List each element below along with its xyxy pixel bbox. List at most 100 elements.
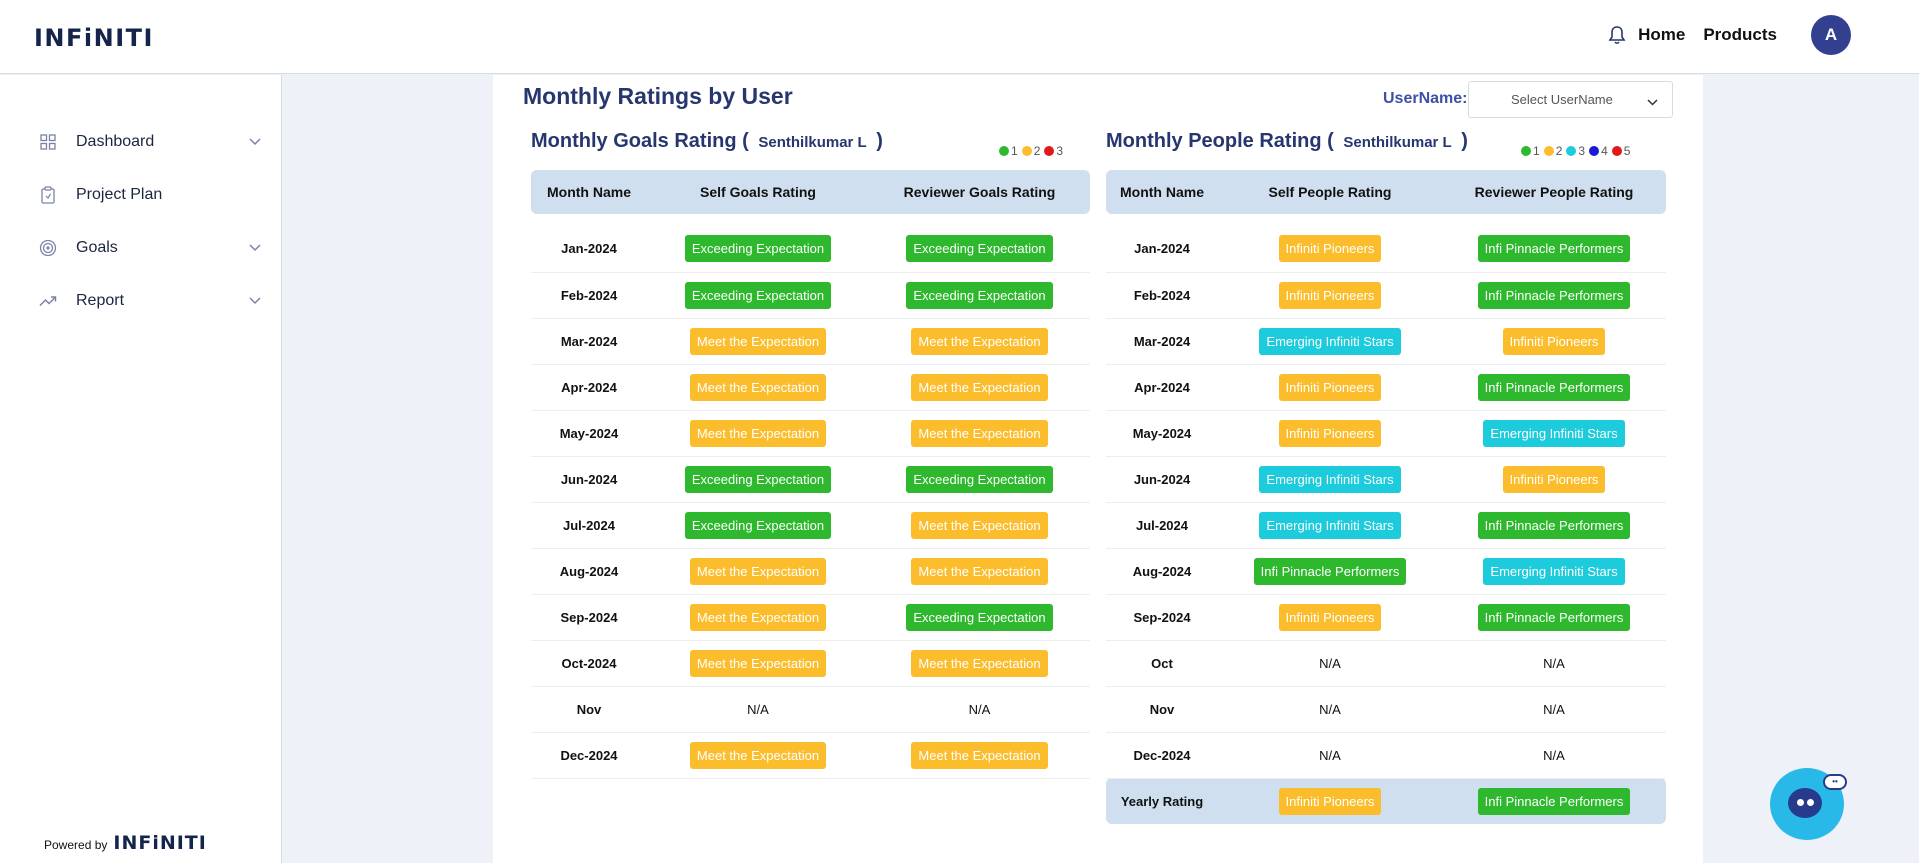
month-name: Jan-2024 [1134,241,1190,257]
table-row: Feb-2024 Exceeding Expectation Exceeding E… [531,272,1090,318]
rating-cell: Meet the Expectation [647,640,869,686]
sidebar-item-label: Dashboard [76,133,155,150]
month-name: Dec-2024 [1133,747,1191,763]
rating-cell: Meet the Expectation [869,364,1090,410]
app-logo[interactable]: INFiNITI [34,24,154,52]
sidebar-item-project-plan[interactable]: Project Plan [0,175,282,215]
month-name: Aug-2024 [559,563,619,579]
people-panel-title: Monthly People Rating ( Senthilkumar L ) [1106,130,1468,153]
goals-user-name: Senthilkumar L [758,134,867,151]
rating-badge: Exceeding Expectation [906,235,1053,263]
goals-legend: 1 2 3 [995,144,1063,158]
notification-bell-icon[interactable] [1606,24,1628,46]
rating-cell: Meet the Expectation [869,732,1090,778]
rating-cell: Emerging Infiniti Stars [1218,456,1442,502]
month-name: Nov [576,701,602,717]
chevron-down-icon[interactable] [248,241,262,255]
rating-badge: Meet the Expectation [689,327,827,355]
rating-badge: Infiniti Pioneers [1278,419,1382,447]
goals-title-open-paren: ( [742,130,749,152]
table-row: Dec-2024 N/A N/A [1106,732,1666,778]
rating-badge: Meet the Expectation [689,419,827,447]
legend-dot [1521,146,1531,156]
table-row: Apr-2024 Meet the Expectation Meet the Exp… [531,364,1090,410]
rating-badge: Emerging Infiniti Stars [1483,419,1625,447]
rating-badge: Exceeding Expectation [906,281,1053,309]
month-name: Jun-2024 [560,471,618,487]
rating-badge: Exceeding Expectation [684,235,832,263]
legend-dot [1021,146,1032,156]
chatbot-button[interactable]: •• [1770,768,1847,840]
chevron-down-icon [1647,94,1658,109]
month-name: Sep-2024 [1133,609,1191,625]
sidebar-item-report[interactable]: Report [0,281,282,321]
chevron-down-icon[interactable] [248,135,262,149]
spacer-row [1106,214,1666,226]
goals-table-header: Month Name Self Goals Rating Reviewer Go… [531,170,1090,214]
rating-cell: Meet the Expectation [647,594,869,640]
username-label: UserName: [1383,90,1468,107]
goals-table: Month Name Self Goals Rating Reviewer Go… [531,170,1090,779]
nav-home-link[interactable]: Home [1638,25,1686,44]
rating-cell: Infi Pinnacle Performers [1442,778,1666,824]
people-table-body: Jan-2024 Infiniti Pioneers Infi Pinnacle P… [1106,214,1666,824]
legend-label: 1 [1011,144,1018,158]
legend-dot [1611,146,1622,156]
rating-badge: Infiniti Pioneers [1278,373,1382,401]
bot-speech-bubble-icon: •• [1823,774,1847,790]
rating-badge: Meet the Expectation [689,741,827,769]
rating-cell: Meet the Expectation [869,318,1090,364]
rating-cell: Infi Pinnacle Performers [1442,272,1666,318]
legend-label: 4 [1601,144,1608,158]
rating-cell: Exceeding Expectation [869,456,1090,502]
rating-badge: Infiniti Pioneers [1278,281,1382,309]
month-name: Nov [1149,701,1175,717]
rating-cell: N/A [1543,655,1565,671]
sidebar: Dashboard Project Plan Goals Report Powe… [0,75,282,863]
rating-cell: Emerging Infiniti Stars [1218,502,1442,548]
rating-cell: Infiniti Pioneers [1442,456,1666,502]
rating-cell: Infi Pinnacle Performers [1442,226,1666,272]
trending-up-icon [38,291,58,311]
rating-cell: Meet the Expectation [869,502,1090,548]
rating-badge: Meet the Expectation [689,603,827,631]
month-name: Jul-2024 [562,517,616,533]
month-name: Oct [1151,655,1173,671]
rating-cell: Exceeding Expectation [647,456,869,502]
rating-cell: Infiniti Pioneers [1218,778,1442,824]
rating-cell: Emerging Infiniti Stars [1218,318,1442,364]
legend-dot [1044,146,1055,156]
people-legend: 1 2 3 4 5 [1517,144,1630,158]
column-header: Month Name [547,184,631,200]
rating-cell: Meet the Expectation [647,732,869,778]
sidebar-item-goals[interactable]: Goals [0,228,282,268]
main-card: Monthly Ratings by User UserName: Select… [493,75,1703,863]
powered-by: Powered by INFiNITI [44,832,207,854]
table-row: Feb-2024 Infiniti Pioneers Infi Pinnacle P… [1106,272,1666,318]
month-name: Feb-2024 [560,287,618,303]
goals-panel-title: Monthly Goals Rating ( Senthilkumar L ) [531,130,883,153]
rating-badge: Meet the Expectation [689,557,827,585]
sidebar-item-dashboard[interactable]: Dashboard [0,122,282,162]
rating-cell: Meet the Expectation [647,318,869,364]
rating-cell: N/A [747,701,769,717]
rating-cell: N/A [1319,701,1341,717]
people-title-text: Monthly People Rating [1106,130,1322,152]
chevron-down-icon[interactable] [248,294,262,308]
rating-badge: Infi Pinnacle Performers [1477,511,1631,539]
table-row: Nov N/A N/A [1106,686,1666,732]
sidebar-item-label: Report [76,292,125,309]
rating-cell: Exceeding Expectation [647,272,869,318]
table-row: Mar-2024 Emerging Infiniti Stars Infiniti … [1106,318,1666,364]
user-avatar[interactable]: A [1811,15,1851,55]
bot-eye [1797,799,1804,806]
table-row: Aug-2024 Infi Pinnacle Performers Emerging… [1106,548,1666,594]
rating-badge: Infiniti Pioneers [1502,465,1606,493]
nav-products-link[interactable]: Products [1703,25,1777,44]
rating-cell: N/A [968,701,991,717]
username-select[interactable]: Select UserName [1468,81,1673,118]
rating-badge: Meet the Expectation [911,741,1048,769]
people-title-open-paren: ( [1327,130,1334,152]
rating-cell: Meet the Expectation [647,364,869,410]
legend-dot [1543,146,1554,156]
